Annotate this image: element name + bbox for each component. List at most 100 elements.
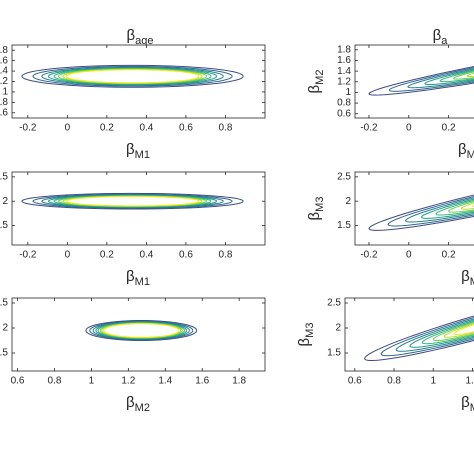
y-tick-label: 1.4 (337, 66, 351, 77)
x-tick-label: 1.6 (195, 376, 209, 387)
y-tick-label: 2.5 (327, 298, 341, 309)
contour-line (405, 197, 474, 223)
x-axis-label-sub: M (470, 276, 474, 288)
y-tick-label: 0.8 (337, 98, 351, 109)
y-axis-label-symbol: β (296, 337, 313, 346)
y-tick-label: 0.6 (337, 108, 351, 119)
x-tick-label: 0 (65, 250, 71, 261)
top-axis-label-sub: a (441, 35, 448, 47)
top-axis-label: βa (433, 27, 449, 47)
plot-area (344, 297, 474, 372)
y-tick-label: 1.2 (0, 76, 8, 87)
plot-area (354, 171, 474, 246)
x-axis-label-sub: M2 (135, 402, 150, 414)
x-axis-label: βM2 (458, 141, 474, 161)
x-tick-label: -0.2 (360, 123, 378, 134)
x-tick-label: 0.4 (139, 123, 153, 134)
x-tick-label: -0.2 (360, 250, 378, 261)
contour-line (85, 319, 198, 342)
x-axis-label-sub: M1 (135, 149, 150, 161)
contour-line (448, 201, 474, 213)
plot-area (11, 297, 266, 372)
y-tick-label: 2 (2, 323, 8, 334)
plot-area (11, 44, 266, 119)
x-axis-label: βM2 (126, 394, 150, 414)
y-tick-label: 1.2 (337, 76, 351, 87)
contour-line (65, 69, 200, 84)
x-axis-label-symbol: β (458, 141, 467, 158)
y-tick-label: 2 (335, 323, 341, 334)
contours (364, 315, 474, 361)
x-tick-label: 0.2 (100, 250, 114, 261)
y-tick-label: 1.6 (0, 55, 8, 66)
x-tick-label: 0.6 (11, 376, 25, 387)
x-tick-label: 0.2 (442, 250, 456, 261)
y-axis-label: βM3 (296, 323, 316, 347)
x-tick-label: 0.8 (219, 123, 233, 134)
contours (21, 64, 244, 88)
x-tick-label: 0 (406, 250, 412, 261)
x-tick-label: 0.2 (100, 123, 114, 134)
y-tick-label: 2.5 (0, 298, 8, 309)
contour-line (41, 194, 224, 209)
contour-line (466, 72, 474, 78)
contour-line (47, 67, 218, 86)
contour-line (409, 319, 474, 348)
x-axis-label: βM1 (126, 268, 150, 288)
contour-line (21, 64, 244, 88)
y-axis-label-symbol: β (306, 84, 323, 93)
x-axis-label: βM1 (126, 141, 150, 161)
x-axis-label-sub: M (470, 402, 474, 414)
x-tick-label: 0.4 (139, 250, 153, 261)
x-axis-label: βM (461, 394, 474, 414)
contour-line (380, 317, 474, 357)
x-axis-label-symbol: β (126, 141, 135, 158)
contour-line (41, 66, 224, 86)
contours (21, 192, 244, 210)
y-tick-label: 1.8 (337, 44, 351, 55)
contour-line (103, 323, 180, 338)
x-axis-label-symbol: β (126, 394, 135, 411)
top-axis-label-symbol: β (433, 27, 442, 44)
y-axis-label: βM2 (306, 70, 326, 94)
contour-line (364, 315, 474, 361)
y-tick-label: 2 (345, 196, 351, 207)
x-axis-label-symbol: β (126, 268, 135, 285)
y-tick-label: 1.5 (0, 348, 8, 359)
contour-line (407, 68, 474, 89)
contour-line (435, 199, 474, 216)
y-tick-label: 1.5 (0, 220, 8, 231)
x-tick-label: -0.2 (19, 123, 37, 134)
contour-line (92, 321, 190, 340)
x-tick-label: 1 (430, 376, 436, 387)
y-axis-label-sub: M3 (304, 323, 316, 338)
y-tick-label: 2.5 (0, 172, 8, 183)
contour-line (452, 71, 474, 80)
contours (85, 319, 198, 342)
y-tick-label: 1.5 (337, 220, 351, 231)
x-tick-label: 0.8 (387, 376, 401, 387)
contour-line (439, 70, 474, 83)
x-tick-label: 0.8 (219, 250, 233, 261)
contour-line (32, 65, 233, 87)
y-tick-label: 1 (345, 87, 351, 98)
contour-line (368, 194, 474, 231)
contour-line (32, 193, 233, 209)
y-tick-label: 2 (2, 196, 8, 207)
contour-line (395, 318, 474, 352)
contour-line (471, 204, 474, 208)
contour-line (453, 324, 474, 335)
x-axis-label-symbol: β (461, 394, 470, 411)
contour-line (368, 65, 474, 96)
x-tick-label: 1.2 (466, 376, 474, 387)
x-tick-label: 1.8 (232, 376, 246, 387)
contours (368, 65, 474, 96)
contours (368, 194, 474, 231)
contour-line (421, 320, 474, 345)
x-tick-label: 0.6 (348, 376, 362, 387)
contour-line (432, 321, 474, 341)
y-tick-label: 2.5 (337, 172, 351, 183)
x-tick-label: 0 (65, 123, 71, 134)
y-tick-label: 0.6 (0, 107, 8, 118)
